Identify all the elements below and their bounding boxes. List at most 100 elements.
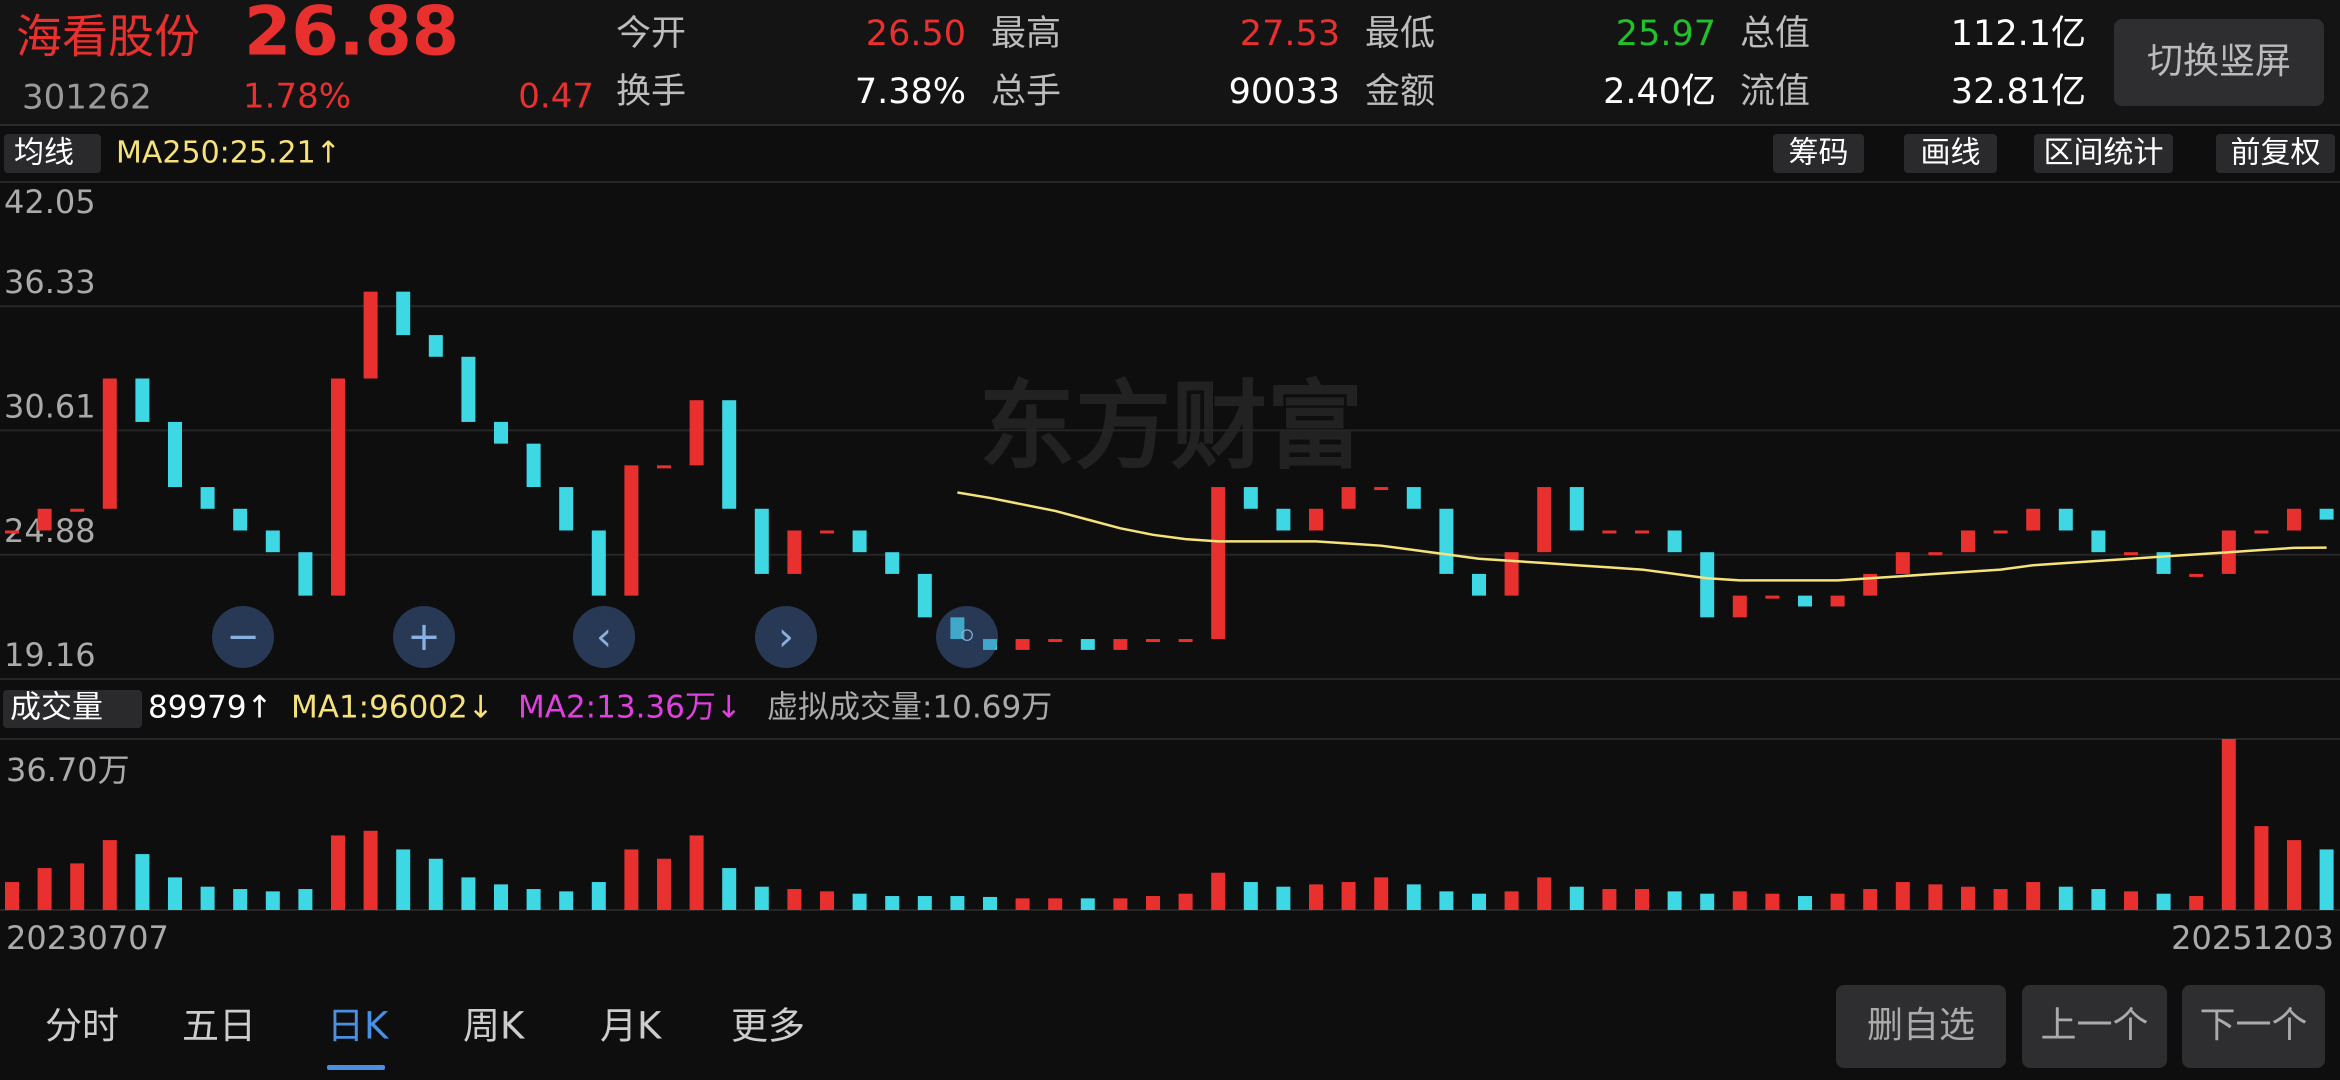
candle: [461, 356, 476, 422]
tool-button[interactable]: [1773, 134, 1864, 173]
volume-bar: [1472, 893, 1486, 910]
stat-value: 7.38%: [855, 72, 966, 112]
action-button[interactable]: [1836, 985, 2006, 1068]
candle: [1146, 639, 1160, 643]
candle: [363, 291, 378, 379]
tab[interactable]: 日K: [327, 1005, 390, 1048]
candle: [396, 291, 411, 336]
stock-name: 海看股份: [16, 10, 200, 64]
volume-bar: [331, 835, 345, 910]
zoom-control-icon[interactable]: ›: [778, 614, 794, 660]
tab[interactable]: 更多: [731, 1005, 805, 1048]
stat-value: 2.40亿: [1603, 72, 1716, 112]
volume-bar: [233, 889, 248, 910]
action-button[interactable]: [2022, 985, 2167, 1068]
candle: [2189, 573, 2204, 577]
volume-bar: [428, 858, 443, 910]
volume-selector-label[interactable]: 成交量: [10, 690, 103, 726]
volume-selector[interactable]: [3, 690, 142, 728]
zoom-control[interactable]: [573, 606, 635, 668]
zoom-control[interactable]: [936, 606, 998, 668]
volume-bar: [1276, 886, 1291, 910]
candle: [1406, 487, 1421, 509]
volume-bar: [494, 884, 508, 910]
volume-bar: [1048, 898, 1063, 910]
stat-label: 总值: [1740, 14, 1810, 54]
candle: [1569, 487, 1584, 531]
tab[interactable]: 周K: [463, 1005, 526, 1048]
zoom-control[interactable]: [393, 606, 455, 668]
zoom-control-icon[interactable]: +: [407, 614, 441, 660]
zoom-control[interactable]: [755, 606, 817, 668]
candle: [2319, 508, 2334, 520]
ma-value: MA250:25.21↑: [116, 136, 341, 171]
orientation-button-label[interactable]: 切换竖屏: [2147, 41, 2291, 82]
zoom-control-icon[interactable]: −: [226, 614, 260, 660]
candle: [1211, 487, 1226, 640]
volume-bar: [624, 849, 639, 910]
volume-bar: [1211, 872, 1226, 910]
stat-label: 换手: [616, 72, 686, 112]
volume-bar: [1667, 891, 1682, 910]
candle: [983, 639, 997, 650]
candle: [200, 487, 215, 509]
candle: [1309, 508, 1323, 531]
stat-label: 总手: [991, 72, 1061, 112]
candle: [1700, 552, 1715, 618]
tool-button[interactable]: [2034, 134, 2173, 173]
candle: [1048, 639, 1063, 643]
candle: [1015, 639, 1030, 650]
tool-button-label[interactable]: 筹码: [1789, 136, 1849, 171]
tab[interactable]: 月K: [600, 1005, 663, 1048]
tool-button-label[interactable]: 画线: [1921, 136, 1981, 171]
ma-selector[interactable]: [4, 134, 101, 173]
candle: [298, 552, 313, 596]
candle: [2287, 508, 2301, 531]
volume-bar: [1895, 882, 1910, 910]
ma-selector-label[interactable]: 均线: [14, 136, 74, 171]
tool-button-label[interactable]: 前复权: [2231, 136, 2321, 171]
action-button-label[interactable]: 下一个: [2199, 1005, 2307, 1046]
candle: [1472, 573, 1486, 596]
ma250-line: [957, 491, 2327, 582]
action-button[interactable]: [2182, 985, 2325, 1068]
stat-value: 112.1亿: [1951, 14, 2086, 54]
volume-bar: [2026, 882, 2041, 910]
stat-label: 今开: [616, 14, 686, 54]
candle: [1928, 552, 1943, 556]
volume-bar: [2254, 826, 2269, 910]
volume-bar: [200, 886, 215, 910]
candle: [950, 617, 965, 640]
zoom-control-icon[interactable]: ‹: [596, 614, 612, 660]
zoom-control-icon[interactable]: ◦: [955, 614, 979, 660]
volume-bar: [37, 868, 52, 910]
candle: [917, 573, 932, 618]
stat-label: 最高: [991, 14, 1061, 54]
volume-bar: [102, 840, 117, 910]
volume-bar: [1080, 898, 1095, 910]
candle: [135, 378, 150, 422]
header-bg: [0, 0, 2340, 125]
volume-bar: [526, 889, 541, 910]
tab[interactable]: 五日: [182, 1005, 256, 1048]
tool-button[interactable]: [1904, 134, 1997, 173]
volume-bar: [689, 835, 704, 910]
tool-button-label[interactable]: 区间统计: [2044, 136, 2164, 171]
candle: [1341, 487, 1356, 509]
action-button-label[interactable]: 上一个: [2040, 1005, 2148, 1046]
volume-bar: [1700, 893, 1715, 910]
volume-bar: [2319, 849, 2334, 910]
candle: [591, 530, 606, 596]
candle: [787, 530, 802, 574]
action-button-label[interactable]: 删自选: [1867, 1005, 1975, 1046]
zoom-control[interactable]: [212, 606, 274, 668]
volume-bar: [1439, 891, 1454, 910]
volume-bar: [1015, 898, 1030, 910]
tab[interactable]: 分时: [45, 1005, 119, 1048]
orientation-button[interactable]: [2114, 19, 2324, 106]
tool-button[interactable]: [2216, 134, 2335, 173]
candle: [494, 421, 508, 444]
volume-bar: [1961, 886, 1975, 910]
stat-value: 90033: [1229, 72, 1340, 112]
